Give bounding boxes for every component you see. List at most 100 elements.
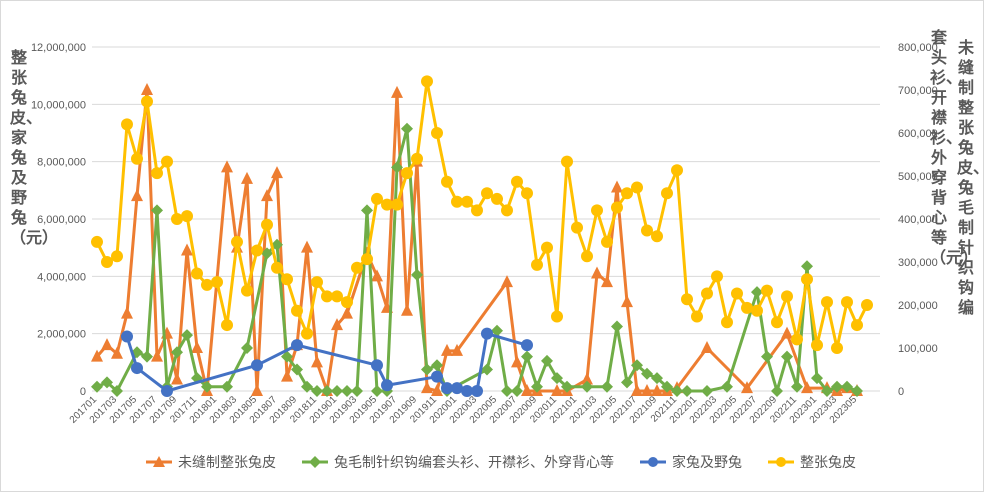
circle-marker-icon: [251, 244, 263, 257]
right-axis-tick: 400,000: [898, 214, 938, 226]
circle-marker-icon: [541, 241, 553, 254]
right-axis-tick: 500,000: [898, 171, 938, 183]
right-axis-tick: 600,000: [898, 128, 938, 140]
circle-marker-icon: [241, 284, 253, 297]
triangle-marker-icon: [251, 384, 263, 396]
circle-marker-icon: [640, 457, 666, 467]
triangle-marker-icon: [741, 381, 753, 394]
triangle-marker-icon: [421, 381, 433, 394]
diamond-marker-icon: [411, 268, 423, 281]
diamond-marker-icon: [631, 359, 643, 372]
circle-marker-icon: [451, 382, 463, 395]
diamond-marker-icon: [761, 350, 773, 363]
diamond-marker-icon: [651, 372, 663, 385]
circle-marker-icon: [341, 296, 353, 309]
circle-marker-icon: [431, 370, 443, 383]
circle-marker-icon: [191, 267, 203, 280]
circle-marker-icon: [231, 235, 243, 248]
diamond-marker-icon: [791, 380, 803, 393]
legend-label: 未缝制整张兔皮: [178, 455, 276, 471]
circle-marker-icon: [351, 261, 363, 274]
diamond-marker-icon: [771, 385, 783, 397]
triangle-marker-icon: [146, 456, 172, 467]
circle-marker-icon: [251, 359, 263, 372]
circle-marker-icon: [161, 385, 173, 397]
diamond-marker-icon: [821, 385, 833, 397]
diamond-marker-icon: [601, 380, 613, 393]
circle-marker-icon: [391, 198, 403, 211]
circle-marker-icon: [821, 296, 833, 309]
circle-marker-icon: [291, 339, 303, 352]
right-axis-tick: 800,000: [898, 42, 938, 54]
circle-marker-icon: [691, 310, 703, 323]
circle-marker-icon: [761, 284, 773, 297]
right-axis-tick: 200,000: [898, 300, 938, 312]
triangle-marker-icon: [401, 303, 413, 316]
diamond-marker-icon: [351, 385, 363, 397]
triangle-marker-icon: [111, 346, 123, 359]
circle-marker-icon: [371, 192, 383, 205]
triangle-marker-icon: [581, 372, 593, 385]
diamond-marker-icon: [671, 385, 683, 397]
diamond-marker-icon: [611, 320, 623, 333]
circle-marker-icon: [91, 235, 103, 248]
triangle-marker-icon: [131, 189, 143, 202]
circle-marker-icon: [381, 198, 393, 211]
circle-marker-icon: [471, 385, 483, 397]
circle-marker-icon: [421, 75, 433, 88]
circle-marker-icon: [291, 304, 303, 317]
diamond-marker-icon: [831, 380, 843, 393]
circle-marker-icon: [621, 187, 633, 200]
diamond-marker-icon: [541, 354, 553, 367]
triangle-marker-icon: [271, 166, 283, 179]
diamond-marker-icon: [291, 363, 303, 376]
circle-marker-icon: [601, 235, 613, 248]
triangle-marker-icon: [431, 384, 443, 396]
triangle-marker-icon: [441, 343, 453, 356]
circle-marker-icon: [831, 342, 843, 354]
diamond-marker-icon: [401, 122, 413, 135]
circle-marker-icon: [768, 457, 794, 467]
right-axis-tick: 300,000: [898, 257, 938, 269]
diamond-marker-icon: [421, 363, 433, 376]
triangle-marker-icon: [511, 355, 523, 368]
circle-marker-icon: [591, 204, 603, 217]
diamond-marker-icon: [701, 385, 713, 397]
legend-item-knitwear: 兔毛制针织钩编套头衫、开襟衫、外穿背心等: [300, 452, 614, 472]
triangle-marker-icon: [151, 349, 163, 362]
triangle-marker-icon: [91, 349, 103, 362]
circle-marker-icon: [611, 201, 623, 214]
circle-marker-icon: [571, 221, 583, 234]
circle-marker-icon: [461, 195, 473, 208]
circle-marker-icon: [111, 250, 123, 263]
diamond-marker-icon: [531, 380, 543, 393]
diamond-marker-icon: [301, 380, 313, 393]
triangle-marker-icon: [141, 83, 153, 95]
circle-marker-icon: [431, 127, 443, 139]
circle-marker-icon: [651, 230, 663, 243]
triangle-marker-icon: [501, 275, 513, 288]
diamond-marker-icon: [302, 456, 328, 468]
circle-marker-icon: [671, 164, 683, 177]
diamond-marker-icon: [171, 346, 183, 359]
circle-marker-icon: [161, 155, 173, 168]
diamond-marker-icon: [811, 372, 823, 385]
left-axis-tick: 10,000,000: [31, 99, 86, 111]
triangle-marker-icon: [261, 189, 273, 202]
circle-marker-icon: [361, 253, 373, 266]
right-axis-tick: 700,000: [898, 85, 938, 97]
diamond-marker-icon: [851, 385, 863, 397]
circle-marker-icon: [121, 118, 133, 131]
circle-marker-icon: [281, 273, 293, 286]
circle-marker-icon: [841, 296, 853, 309]
circle-marker-icon: [511, 175, 523, 188]
circle-marker-icon: [331, 290, 343, 303]
triangle-marker-icon: [391, 85, 403, 98]
circle-marker-icon: [661, 187, 673, 200]
triangle-marker-icon: [241, 171, 253, 184]
left-axis-tick: 6,000,000: [37, 214, 86, 226]
circle-marker-icon: [211, 276, 223, 289]
diamond-marker-icon: [551, 372, 563, 385]
circle-marker-icon: [451, 195, 463, 208]
